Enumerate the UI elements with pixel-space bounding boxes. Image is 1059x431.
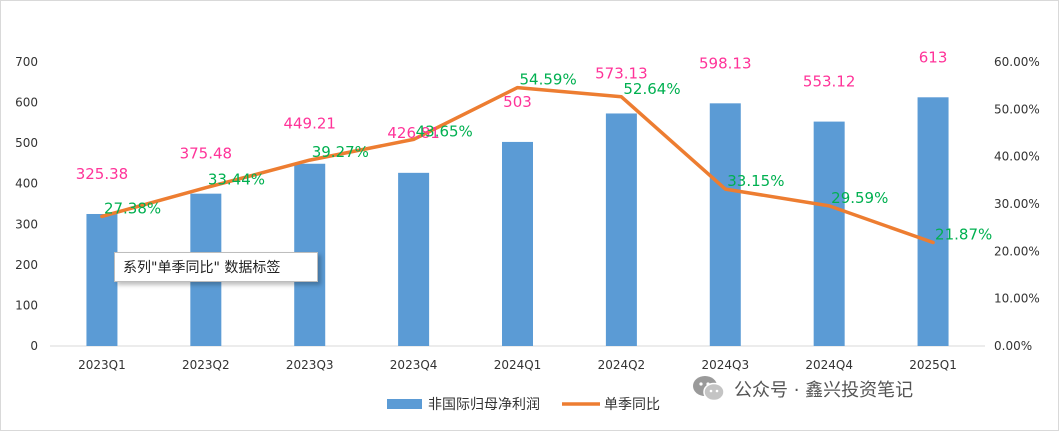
bar-data-label: 598.13 xyxy=(699,54,752,72)
legend-line-label: 单季同比 xyxy=(604,397,660,413)
line-data-label: 29.59% xyxy=(831,189,888,207)
bar-data-label: 449.21 xyxy=(283,115,336,133)
line-data-label: 52.64% xyxy=(623,80,680,98)
y-right-tick-label: 60.00% xyxy=(994,55,1040,69)
y-right-tick-label: 20.00% xyxy=(994,244,1040,258)
line-series xyxy=(100,85,935,245)
x-tick-label: 2024Q2 xyxy=(598,358,646,372)
line-data-label: 39.27% xyxy=(312,143,369,161)
bar-data-label: 573.13 xyxy=(595,64,648,82)
watermark: 公众号 · 鑫兴投资笔记 xyxy=(692,370,913,408)
bar xyxy=(917,97,949,346)
x-tick-label: 2023Q3 xyxy=(286,358,334,372)
y-left-tick-label: 100 xyxy=(15,298,38,312)
line-data-label: 43.65% xyxy=(416,122,473,140)
bar xyxy=(502,141,533,346)
line-data-label: 21.87% xyxy=(935,225,992,243)
legend-bar-swatch xyxy=(387,399,422,409)
y-left-tick-label: 700 xyxy=(15,55,38,69)
y-right-tick-label: 50.00% xyxy=(994,102,1040,116)
wechat-icon xyxy=(693,376,725,402)
x-tick-label: 2023Q2 xyxy=(182,358,230,372)
y-left-tick-label: 400 xyxy=(15,177,38,191)
line-data-label: 54.59% xyxy=(520,71,577,89)
bar-data-label: 375.48 xyxy=(180,145,233,163)
y-left-tick-label: 600 xyxy=(15,96,38,110)
y-left-tick-label: 300 xyxy=(15,217,38,231)
bar-data-label: 503 xyxy=(503,93,532,111)
legend-bar-label: 非国际归母净利润 xyxy=(428,396,540,413)
y-left-tick-label: 0 xyxy=(30,339,38,353)
bar xyxy=(86,213,118,346)
bar-data-label: 553.12 xyxy=(803,73,856,91)
y-left-tick-label: 500 xyxy=(15,136,38,150)
bar xyxy=(709,103,741,347)
bar xyxy=(813,121,845,347)
bar-data-label: 426.81 xyxy=(387,124,440,142)
line-data-label: 33.15% xyxy=(727,172,784,190)
x-tick-label: 2024Q4 xyxy=(805,358,853,372)
bar xyxy=(605,113,637,347)
x-tick-label: 2023Q1 xyxy=(78,358,126,372)
y-right-tick-label: 30.00% xyxy=(994,197,1040,211)
line-data-label: 33.44% xyxy=(208,171,265,189)
data-label-tooltip: 系列"单季同比" 数据标签 xyxy=(114,252,318,282)
bar-data-label: 325.38 xyxy=(76,165,129,183)
y-right-tick-label: 0.00% xyxy=(994,339,1032,353)
watermark-text: 公众号 · 鑫兴投资笔记 xyxy=(734,380,914,401)
x-tick-label: 2024Q3 xyxy=(701,358,749,372)
x-tick-label: 2025Q1 xyxy=(909,358,957,372)
y-right-tick-label: 10.00% xyxy=(994,292,1040,306)
y-right-tick-label: 40.00% xyxy=(994,150,1040,164)
x-tick-label: 2023Q4 xyxy=(390,358,438,372)
y-left-tick-label: 200 xyxy=(15,258,38,272)
bar xyxy=(398,172,430,346)
x-tick-label: 2024Q1 xyxy=(494,358,542,372)
bar-data-label: 613 xyxy=(919,48,948,66)
line-data-label: 27.38% xyxy=(104,199,161,217)
